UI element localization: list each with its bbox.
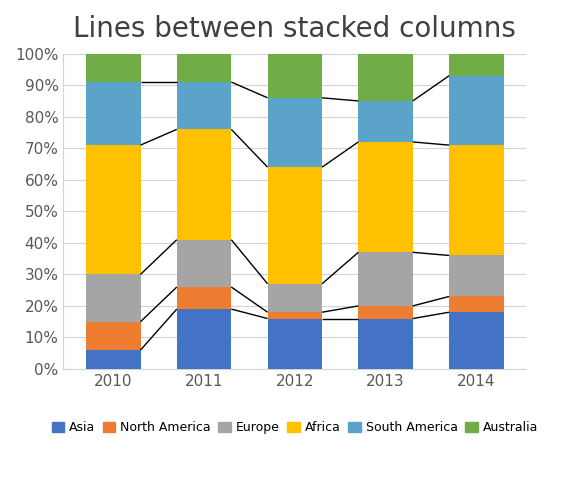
Bar (449, 54, 504, 76)
Bar (86, 82, 141, 145)
Bar (449, 297, 504, 312)
Bar (267, 318, 322, 369)
Bar (358, 306, 413, 318)
Bar (358, 101, 413, 142)
Bar (449, 145, 504, 255)
Title: Lines between stacked columns: Lines between stacked columns (73, 15, 516, 43)
Bar (267, 312, 322, 318)
Bar (177, 309, 231, 369)
Bar (86, 322, 141, 350)
Bar (267, 284, 322, 312)
Bar (86, 275, 141, 322)
Bar (86, 350, 141, 369)
Bar (358, 252, 413, 306)
Bar (86, 145, 141, 275)
Bar (177, 54, 231, 82)
Bar (267, 98, 322, 167)
Bar (177, 287, 231, 309)
Bar (177, 240, 231, 287)
Bar (358, 318, 413, 369)
Bar (177, 129, 231, 240)
Bar (86, 54, 141, 82)
Bar (177, 82, 231, 129)
Bar (358, 54, 413, 101)
Bar (267, 167, 322, 284)
Bar (449, 76, 504, 145)
Bar (449, 312, 504, 369)
Bar (449, 255, 504, 297)
Bar (267, 54, 322, 98)
Legend: Asia, North America, Europe, Africa, South America, Australia: Asia, North America, Europe, Africa, Sou… (47, 416, 543, 439)
Bar (358, 142, 413, 252)
